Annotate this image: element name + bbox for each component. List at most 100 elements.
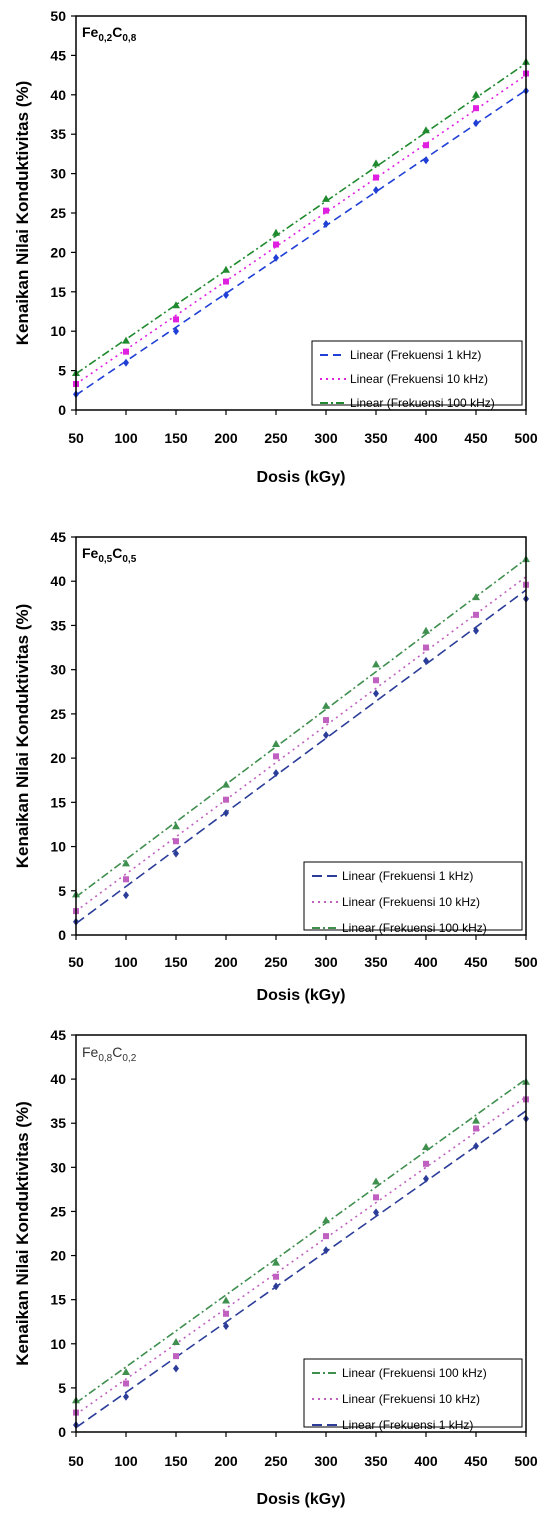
x-tick-label: 350 [364, 430, 388, 446]
y-tick-label: 35 [50, 126, 66, 142]
data-point [123, 348, 129, 355]
x-tick-label: 250 [264, 954, 288, 970]
x-tick-label: 50 [68, 1453, 84, 1469]
data-point [372, 1177, 380, 1185]
x-tick-label: 150 [164, 430, 188, 446]
legend-entry: Linear (Frekuensi 100 kHz) [350, 396, 495, 410]
data-point [123, 1392, 129, 1401]
legend-entry: Linear (Frekuensi 100 kHz) [342, 921, 487, 935]
x-tick-label: 500 [514, 1453, 538, 1469]
x-tick-label: 300 [314, 430, 338, 446]
x-tick-label: 300 [314, 1453, 338, 1469]
y-tick-label: 30 [50, 1159, 66, 1175]
y-tick-label: 25 [50, 1203, 66, 1219]
y-tick-label: 45 [50, 1027, 66, 1043]
data-point [473, 611, 479, 618]
data-point [172, 301, 180, 309]
data-point [273, 241, 279, 248]
x-axis-label: Dosis (kGy) [257, 1491, 346, 1508]
data-point [122, 859, 130, 867]
data-point [273, 1282, 279, 1291]
x-tick-label: 300 [314, 954, 338, 970]
y-tick-label: 40 [50, 573, 66, 589]
chart-fe05-c05: 0 5 10 15 20 25 30 35 40 45 50 100 150 200 250 300 350 4… [0, 515, 546, 1015]
data-point [272, 739, 280, 747]
y-tick-label: 5 [58, 883, 66, 899]
x-tick-label: 50 [68, 954, 84, 970]
y-tick-label: 35 [50, 1115, 66, 1131]
data-point [422, 626, 430, 634]
data-point [473, 119, 479, 128]
data-point [323, 1233, 329, 1240]
x-tick-label: 400 [414, 954, 438, 970]
data-point [423, 656, 429, 665]
data-point [422, 126, 430, 134]
chart-annotation: Fe0,8C0,2 [82, 1044, 137, 1064]
data-point [472, 593, 480, 601]
series-fit-line [75, 576, 527, 912]
y-tick-label: 20 [50, 1248, 66, 1264]
data-point [123, 1380, 129, 1387]
plot-frame [75, 1034, 527, 1433]
y-tick-label: 25 [50, 706, 66, 722]
legend-entry: Linear (Frekuensi 10 kHz) [342, 1392, 480, 1406]
y-tick-label: 0 [58, 402, 66, 418]
data-point [373, 677, 379, 684]
legend-entry: Linear (Frekuensi 1 kHz) [342, 869, 473, 883]
x-tick-label: 250 [264, 1453, 288, 1469]
y-tick-label: 0 [58, 1424, 66, 1440]
data-point [372, 660, 380, 668]
data-point [222, 780, 230, 788]
y-tick-label: 10 [50, 323, 66, 339]
chart-annotation: Fe0,2C0,8 [82, 24, 137, 44]
data-point [423, 1160, 429, 1167]
data-point [273, 253, 279, 262]
data-point [372, 159, 380, 167]
data-point [473, 626, 479, 635]
data-point [423, 644, 429, 651]
data-point [472, 90, 480, 98]
y-tick-label: 40 [50, 1071, 66, 1087]
legend-entry: Linear (Frekuensi 100 kHz) [342, 1366, 487, 1380]
data-point [223, 290, 229, 299]
y-axis-label: Kenaikan Nilai Konduktivitas (%) [13, 81, 32, 346]
data-point [423, 156, 429, 165]
data-point [223, 1322, 229, 1331]
data-point [323, 1246, 329, 1255]
data-point [272, 1258, 280, 1266]
data-point [223, 278, 229, 285]
data-point [322, 1216, 330, 1224]
data-point [323, 207, 329, 214]
chart-fe08-c02: 0 5 10 15 20 25 30 35 40 45 50 100 150 200 250 300 350 4… [0, 1020, 546, 1521]
data-point [222, 265, 230, 273]
x-tick-label: 350 [364, 954, 388, 970]
x-tick-label: 450 [464, 430, 488, 446]
x-tick-label: 400 [414, 430, 438, 446]
data-point [122, 1368, 130, 1376]
data-point [472, 1116, 480, 1124]
data-point [223, 1310, 229, 1317]
y-tick-label: 10 [50, 839, 66, 855]
plot-frame [75, 15, 527, 411]
chart-fe02-c08: 0 5 10 15 20 25 30 35 40 45 50 50 100 150 200 250 300 35… [0, 0, 546, 500]
x-tick-label: 350 [364, 1453, 388, 1469]
series-fit-line [75, 1096, 527, 1416]
data-point [323, 717, 329, 724]
data-point [323, 220, 329, 229]
x-tick-label: 50 [68, 430, 84, 446]
x-tick-label: 150 [164, 954, 188, 970]
y-tick-label: 0 [58, 927, 66, 943]
data-point [272, 228, 280, 236]
chart-svg: 0 5 10 15 20 25 30 35 40 45 50 100 150 200 250 300 350 4… [13, 1027, 538, 1508]
data-point [223, 808, 229, 817]
legend-box [311, 340, 523, 406]
y-tick-label: 15 [50, 794, 66, 810]
data-point [322, 194, 330, 202]
data-point [322, 701, 330, 709]
x-tick-label: 450 [464, 954, 488, 970]
data-point [423, 142, 429, 149]
data-point [173, 838, 179, 845]
data-point [172, 822, 180, 830]
x-tick-label: 400 [414, 1453, 438, 1469]
legend-entry: Linear (Frekuensi 1 kHz) [350, 348, 481, 362]
